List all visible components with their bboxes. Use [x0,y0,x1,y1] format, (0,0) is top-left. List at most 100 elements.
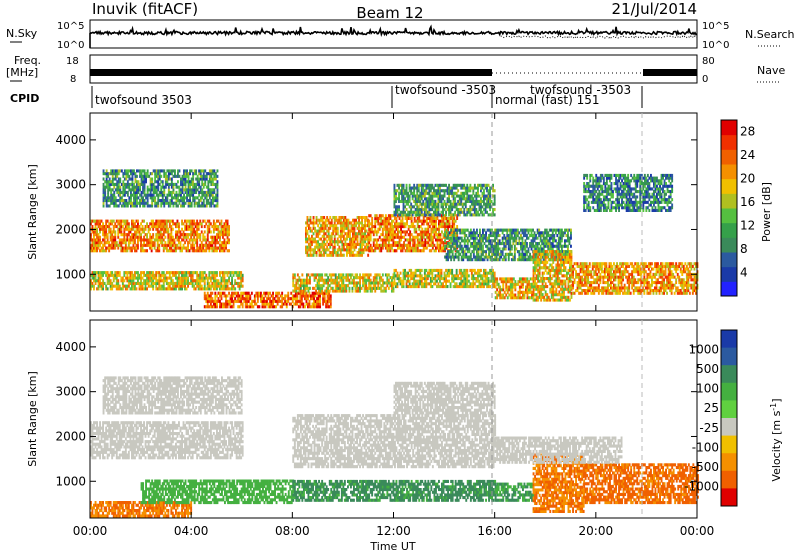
power-cell [323,230,325,233]
power-cell [361,230,363,233]
power-cell [327,303,329,306]
power-cell [217,180,219,183]
power-cell [171,178,173,181]
power-cell [320,238,322,241]
power-cell [123,230,125,233]
power-cell [313,219,315,222]
power-cell [340,238,342,241]
power-cell [431,274,433,277]
power-cell [218,241,220,244]
power-cell [219,238,221,241]
power-cell [394,277,396,280]
power-cell [456,187,458,190]
power-cell [337,227,339,230]
power-cell [177,220,179,223]
power-cell [464,250,466,253]
power-cell [364,221,366,224]
power-cell [478,253,480,256]
power-cell [432,241,434,244]
power-cell [138,196,140,199]
power-cell [178,228,180,231]
power-cell [328,230,330,233]
power-cell [125,178,127,181]
power-cell [205,274,207,277]
power-cell [348,227,350,230]
power-cell [404,269,406,272]
power-cell [299,305,301,308]
power-cell [106,169,108,172]
power-cell [409,200,411,203]
power-cell [228,228,230,231]
power-cell [478,250,480,253]
power-cell [482,245,484,248]
power-cell [287,300,289,303]
power-cell [153,183,155,186]
power-cell [148,225,150,228]
power-cell [233,285,235,288]
power-cell [321,273,323,276]
power-cell [258,305,260,308]
power-cell [151,247,153,250]
power-cell [324,294,326,297]
power-cell [217,183,219,186]
power-cell [221,297,223,300]
power-cell [144,199,146,202]
power-cell [192,277,194,280]
power-cell [116,175,118,178]
power-cell [107,194,109,197]
power-cell [402,217,404,220]
power-cell [364,240,366,243]
power-cell [390,249,392,252]
power-cell [406,220,408,223]
power-cell [295,284,297,287]
power-cell [463,208,465,211]
power-cell [201,196,203,199]
power-cell [466,269,468,272]
power-cell [242,277,244,280]
power-cell [127,204,129,207]
power-cell [254,297,256,300]
power-cell [228,230,230,233]
power-cell [196,271,198,274]
power-cell [208,220,210,223]
power-cell [456,225,458,228]
power-cell [192,225,194,228]
power-cell [320,251,322,254]
power-cell [379,281,381,284]
power-cell [374,284,376,287]
power-cell [182,186,184,189]
power-cell [168,186,170,189]
power-cell [242,294,244,297]
power-cell [448,274,450,277]
power-cell [444,247,446,250]
power-cell [176,202,178,205]
power-cell [117,233,119,236]
power-cell [231,279,233,282]
power-cell [127,172,129,175]
power-cell [157,202,159,205]
power-cell [468,250,470,253]
power-cell [398,274,400,277]
power-cell [125,241,127,244]
power-cell [482,205,484,208]
power-cell [151,178,153,181]
power-cell [313,224,315,227]
power-cell [460,269,462,272]
power-cell [180,194,182,197]
power-cell [418,228,420,231]
power-cell [204,169,206,172]
power-cell [158,244,160,247]
power-cell [292,281,294,284]
power-cell [106,202,108,205]
power-cell [137,222,139,225]
power-cell [161,241,163,244]
power-cell [192,178,194,181]
power-cell [430,282,432,285]
power-cell [130,196,132,199]
power-cell [314,238,316,241]
power-cell [134,285,136,288]
power-cell [393,287,395,290]
power-cell [179,186,181,189]
power-cell [403,247,405,250]
